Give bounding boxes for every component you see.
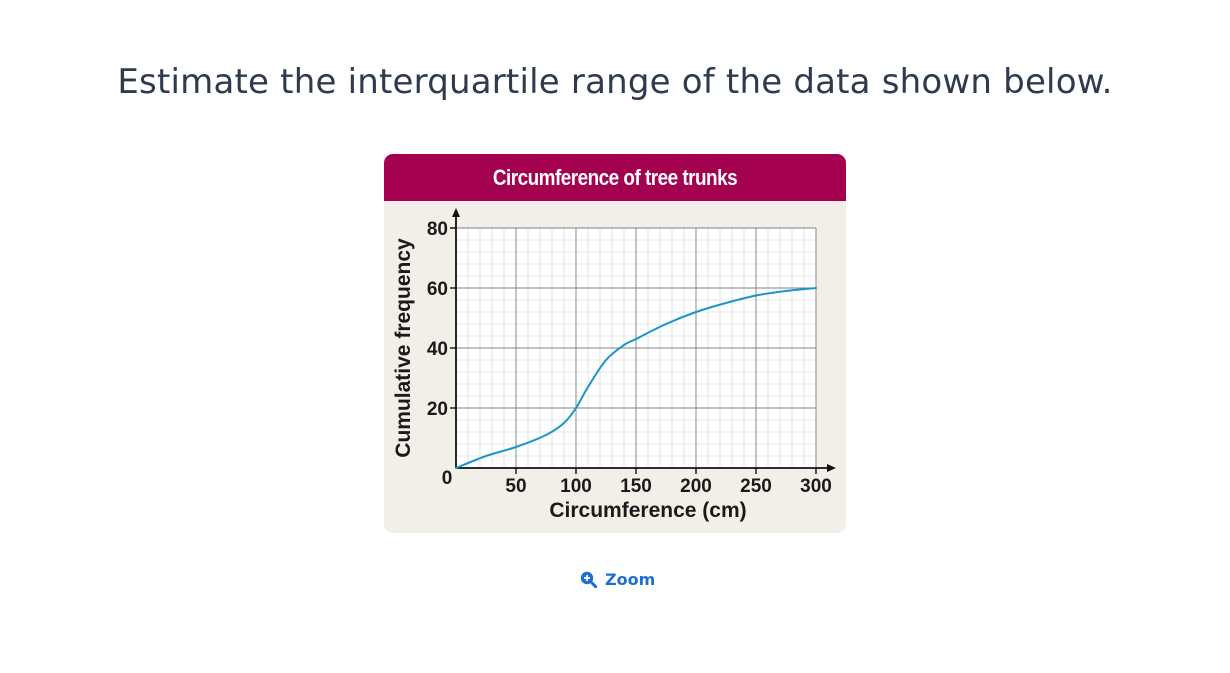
chart-title: Circumference of tree trunks	[492, 165, 738, 190]
x-tick-label: 250	[740, 476, 772, 497]
y-tick-label: 20	[427, 399, 448, 420]
y-tick-label: 80	[427, 219, 448, 240]
zoom-in-icon	[580, 571, 597, 588]
x-axis-label: Circumference (cm)	[549, 499, 746, 522]
x-tick-label: 150	[620, 476, 652, 497]
chart-axes	[452, 208, 836, 472]
y-tick-label: 60	[427, 279, 448, 300]
chart-figure: Circumference of tree trunks 0 50 100 150 20…	[384, 154, 846, 533]
cumulative-frequency-chart: 0 50 100 150 200 250 300 20 40 60 80 Circumferenc…	[392, 208, 836, 522]
y-axis-label: Cumulative frequency	[392, 238, 415, 458]
x-tick-label: 0	[442, 468, 453, 489]
y-axis-ticks: 20 40 60 80	[427, 219, 456, 420]
x-axis-ticks: 0 50 100 150 200 250 300	[442, 468, 832, 497]
y-axis-arrow	[452, 208, 460, 217]
zoom-button[interactable]: Zoom	[580, 568, 655, 590]
zoom-label: Zoom	[605, 569, 656, 589]
x-tick-label: 200	[680, 476, 712, 497]
cumulative-frequency-curve	[455, 287, 817, 469]
x-tick-label: 300	[800, 476, 832, 497]
x-tick-label: 100	[560, 476, 592, 497]
question-text: Estimate the interquartile range of the …	[117, 62, 1113, 102]
y-tick-label: 40	[427, 339, 448, 360]
x-axis-arrow	[827, 464, 836, 472]
x-tick-label: 50	[505, 476, 526, 497]
chart-header: Circumference of tree trunks	[384, 154, 846, 201]
